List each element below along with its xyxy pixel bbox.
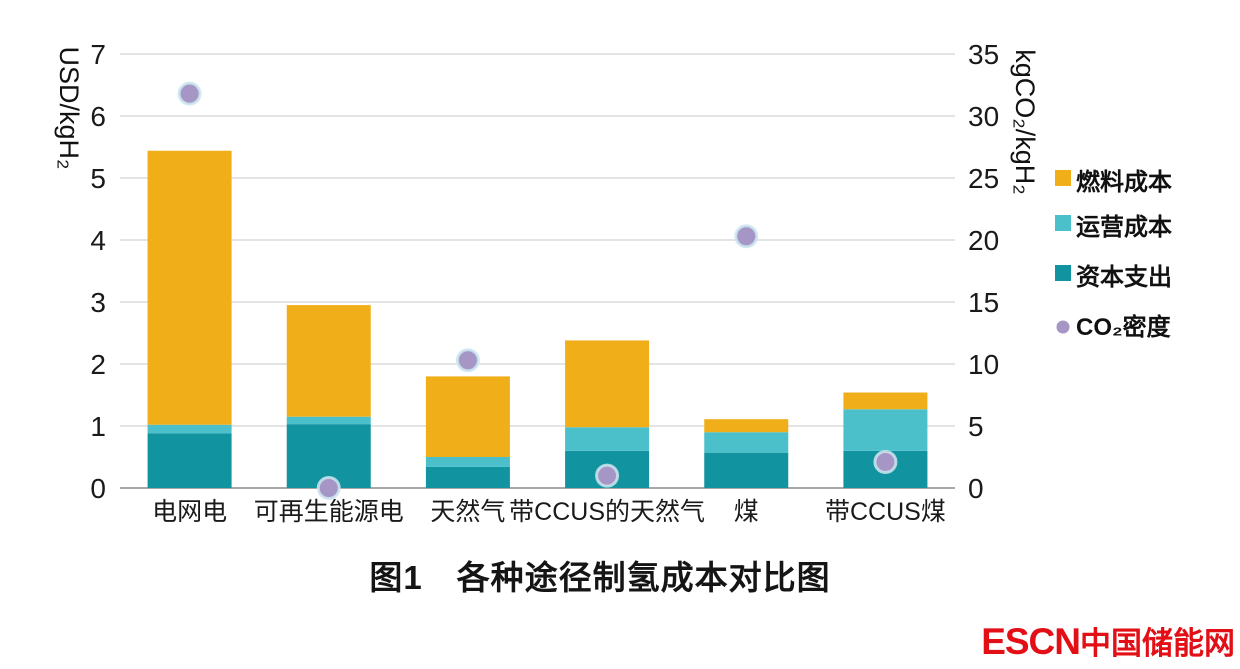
left-axis-tick-label: 4	[90, 225, 106, 256]
logo-chinese-text: 中国储能网	[1080, 626, 1235, 661]
category-label: 电网电	[152, 498, 227, 526]
figure-caption: 图1 各种途径制氢成本对比图	[369, 559, 831, 596]
legend-marker-opex	[1055, 215, 1071, 231]
co2-intensity-dot	[595, 463, 620, 488]
right-axis-tick-label: 5	[968, 411, 984, 442]
co2-intensity-dot	[873, 449, 898, 474]
escn-logo: ESCN中国储能网	[981, 618, 1235, 663]
left-axis-tick-label: 6	[90, 101, 106, 132]
bar-segment-fuel	[565, 340, 650, 428]
right-axis-tick-label: 10	[968, 349, 999, 380]
left-axis-tick-label: 1	[90, 411, 106, 442]
bar-segment-opex	[147, 424, 232, 434]
co2-intensity-dot	[177, 81, 202, 106]
bar-segment-opex	[425, 457, 510, 467]
co2-intensity-dot	[455, 348, 480, 373]
category-label: 带CCUS的天然气	[509, 498, 705, 526]
right-axis-tick-label: 35	[968, 39, 999, 70]
bar-segment-capex	[704, 452, 789, 488]
left-axis-tick-label: 3	[90, 287, 106, 318]
bar-segment-opex	[704, 432, 789, 453]
bar-segment-fuel	[425, 376, 510, 457]
bar-segment-capex	[147, 433, 232, 488]
legend-marker-fuel	[1055, 170, 1071, 186]
bar-segment-opex	[565, 427, 650, 451]
left-axis-tick-label: 2	[90, 349, 106, 380]
right-axis-tick-label: 15	[968, 287, 999, 318]
right-axis-tick-label: 0	[968, 473, 984, 504]
bar-segment-fuel	[843, 392, 928, 410]
right-axis-tick-label: 25	[968, 163, 999, 194]
right-axis-tick-label: 30	[968, 101, 999, 132]
legend-label-fuel: 燃料成本	[1076, 169, 1172, 196]
legend-marker-co2	[1056, 320, 1070, 334]
left-axis-tick-label: 7	[90, 39, 106, 70]
logo-latin-text: ESCN	[981, 621, 1081, 662]
left-axis-tick-label: 0	[90, 473, 106, 504]
legend-label-co2: CO₂密度	[1076, 313, 1172, 341]
bar-segment-opex	[843, 409, 928, 451]
co2-intensity-dot	[316, 476, 341, 500]
category-label: 带CCUS煤	[825, 498, 946, 526]
category-label: 天然气	[430, 498, 505, 526]
left-axis-title: USD/kgH₂	[54, 46, 84, 169]
category-label: 可再生能源电	[254, 498, 404, 526]
bar-segment-fuel	[147, 150, 232, 425]
legend-label-opex: 运营成本	[1076, 214, 1172, 241]
legend-label-capex: 资本支出	[1076, 264, 1172, 291]
bar-segment-fuel	[286, 305, 371, 417]
bar-segment-fuel	[704, 419, 789, 433]
legend-marker-capex	[1055, 265, 1071, 281]
co2-intensity-dot	[734, 224, 759, 249]
category-label: 煤	[734, 498, 759, 526]
left-axis-tick-label: 5	[90, 163, 106, 194]
bar-segment-opex	[286, 416, 371, 425]
right-axis-title: kgCO₂/kgH₂	[1010, 49, 1040, 195]
bar-segment-capex	[425, 466, 510, 488]
right-axis-tick-label: 20	[968, 225, 999, 256]
